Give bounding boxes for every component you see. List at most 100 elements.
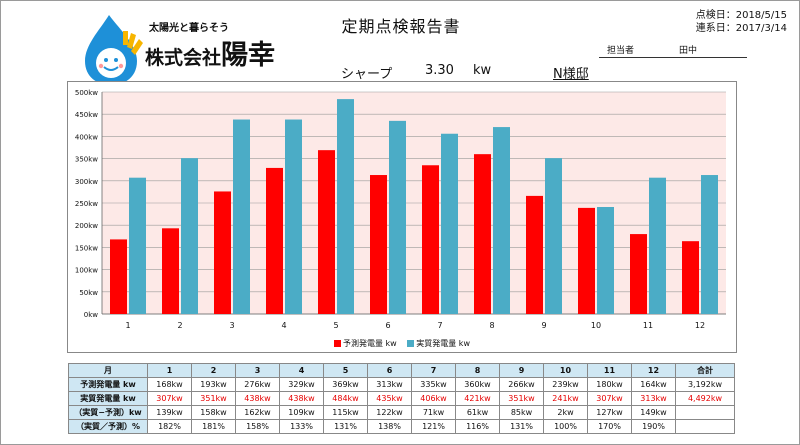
bar-predicted (110, 239, 127, 314)
table-cell: 127kw (587, 405, 632, 420)
sun-drop-mascot-icon (85, 15, 143, 85)
table-cell: 181% (191, 419, 236, 434)
y-tick-label: 250kw (75, 200, 98, 208)
y-tick-label: 100kw (75, 267, 98, 275)
table-cell: 170% (587, 419, 632, 434)
generation-chart: 0kw 50kw 100kw 150kw 200kw 250kw 300kw 350kw 400… (67, 81, 737, 353)
row-label: （実質−予測）kw (68, 405, 148, 420)
bar-actual (129, 177, 146, 314)
table-header-cell: 4 (279, 363, 324, 378)
company-main-name: 陽幸 (221, 40, 276, 71)
table-cell: 4,492kw (675, 391, 735, 406)
bar-chart-svg: 0kw 50kw 100kw 150kw 200kw 250kw 300kw 350kw 400… (75, 89, 726, 330)
logo-tagline: 太陽光と暮らそう (149, 23, 229, 34)
table-cell: 3,192kw (675, 377, 735, 392)
table-cell: 193kw (191, 377, 236, 392)
bar-actual (545, 158, 562, 314)
bar-actual (389, 120, 406, 314)
table-row: 予測発電量 kw 168kw 193kw 276kw 329kw 369kw 313kw 33… (68, 377, 735, 392)
y-tick-label: 150kw (75, 244, 98, 252)
table-header-cell: 8 (455, 363, 500, 378)
table-cell: 307kw (147, 391, 192, 406)
table-header-cell: 5 (323, 363, 368, 378)
x-tick-label: 3 (229, 321, 234, 330)
x-tick-label: 9 (541, 321, 546, 330)
table-cell: 406kw (411, 391, 456, 406)
table-cell: 266kw (499, 377, 544, 392)
table-cell: 241kw (543, 391, 588, 406)
table-header-cell: 6 (367, 363, 412, 378)
bar-predicted (682, 241, 699, 314)
y-tick-label: 450kw (75, 111, 98, 119)
owner-name: N様邸 (553, 67, 589, 82)
table-cell: 149kw (631, 405, 676, 420)
x-tick-label: 8 (489, 321, 494, 330)
capacity-value: 3.30 (425, 63, 454, 78)
capacity-unit: kw (473, 63, 492, 78)
table-cell: 122kw (367, 405, 412, 420)
table-header-row: 月 1 2 3 4 5 6 7 8 9 10 11 12 合計 (68, 363, 735, 378)
y-tick-label: 300kw (75, 178, 98, 186)
y-tick-label: 0kw (84, 311, 99, 319)
bar-actual (701, 175, 718, 314)
generation-table: 月 1 2 3 4 5 6 7 8 9 10 11 12 合計 予測発電量 kw 168kw 193kw 276… (68, 363, 735, 434)
table-cell: 121% (411, 419, 456, 434)
table-row: （実質／予測）% 182% 181% 158% 133% 131% 138% 121% 116%… (68, 419, 735, 434)
bar-predicted (162, 228, 179, 314)
legend-label-actual: 実質発電量 kw (416, 339, 470, 348)
legend-item-predicted: 予測発電量 kw (334, 339, 397, 348)
table-cell: 180kw (587, 377, 632, 392)
bar-predicted (422, 165, 439, 314)
table-header-cell: 1 (147, 363, 192, 378)
inspection-date: 点検日：2018/5/15 (695, 10, 787, 21)
y-tick-label: 350kw (75, 156, 98, 164)
table-header-cell: 7 (411, 363, 456, 378)
table-cell: 116% (455, 419, 500, 434)
x-tick-label: 6 (385, 321, 390, 330)
bar-predicted (578, 207, 595, 314)
bar-predicted (214, 191, 231, 314)
table-header-cell: 10 (543, 363, 588, 378)
table-cell: 61kw (455, 405, 500, 420)
bar-actual (493, 127, 510, 314)
table-cell: 164kw (631, 377, 676, 392)
company-name: 株式会社陽幸 (145, 33, 275, 72)
bar-actual (285, 119, 302, 314)
x-tick-label: 12 (695, 321, 705, 330)
table-cell: 369kw (323, 377, 368, 392)
contact-date: 連系日：2017/3/14 (695, 23, 787, 34)
table-cell (675, 405, 735, 420)
x-tick-label: 1 (125, 321, 130, 330)
bar-predicted (266, 167, 283, 314)
table-cell: 438kw (279, 391, 324, 406)
document-title: 定期点検報告書 (341, 17, 461, 36)
y-tick-label: 500kw (75, 89, 98, 97)
table-cell: 158kw (191, 405, 236, 420)
chart-legend: 予測発電量 kw 実質発電量 kw (68, 338, 736, 349)
table-cell: 435kw (367, 391, 412, 406)
staff-line: 担当者 田中 (599, 43, 747, 58)
bar-actual (181, 158, 198, 314)
bar-actual (233, 119, 250, 314)
table-cell: 182% (147, 419, 192, 434)
table-cell: 307kw (587, 391, 632, 406)
table-cell: 85kw (499, 405, 544, 420)
bar-actual (441, 133, 458, 314)
table-header-cell: 2 (191, 363, 236, 378)
date-block: 点検日：2018/5/15 連系日：2017/3/14 (696, 9, 787, 35)
table-cell: 421kw (455, 391, 500, 406)
bar-predicted (370, 175, 387, 314)
x-tick-label: 10 (591, 321, 601, 330)
table-cell: 2kw (543, 405, 588, 420)
table-cell: 335kw (411, 377, 456, 392)
company-logo: 太陽光と暮らそう 株式会社陽幸 (79, 11, 309, 87)
table-cell: 276kw (235, 377, 280, 392)
table-cell: 313kw (631, 391, 676, 406)
y-tick-label: 400kw (75, 133, 98, 141)
bar-predicted (318, 150, 335, 314)
table-cell: 438kw (235, 391, 280, 406)
x-tick-label: 11 (643, 321, 653, 330)
row-label: （実質／予測）% (68, 419, 148, 434)
legend-swatch-predicted (334, 340, 341, 347)
table-cell: 484kw (323, 391, 368, 406)
